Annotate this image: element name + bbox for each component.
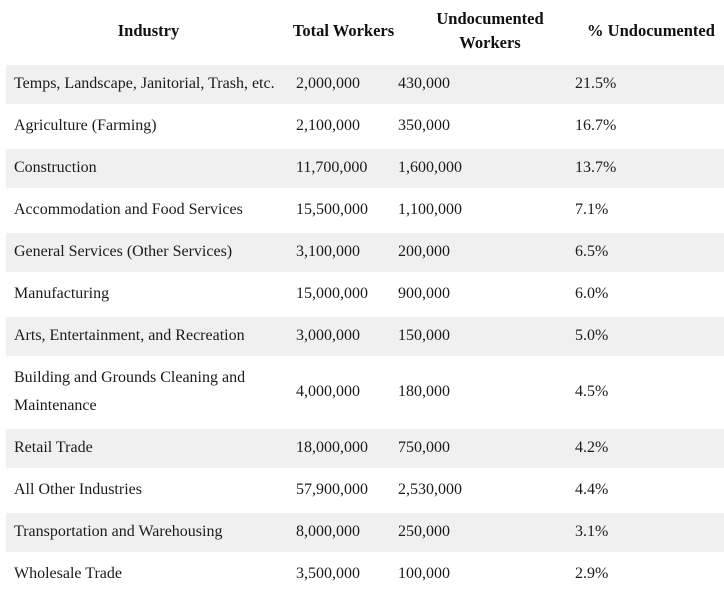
industry-cell: Retail Trade bbox=[6, 429, 291, 471]
industry-cell: Temps, Landscape, Janitorial, Trash, etc… bbox=[6, 65, 291, 107]
table-row: General Services (Other Services) 3,100,0… bbox=[6, 233, 724, 275]
table-row: Arts, Entertainment, and Recreation 3,000… bbox=[6, 317, 724, 359]
total-workers-cell: 11,700,000 bbox=[291, 149, 396, 191]
table-row: Retail Trade 18,000,000 750,000 4.2% bbox=[6, 429, 724, 471]
table-row: Manufacturing 15,000,000 900,000 6.0% bbox=[6, 275, 724, 317]
undocumented-workers-cell: 1,100,000 bbox=[396, 191, 556, 233]
industry-cell: All Other Industries bbox=[6, 471, 291, 513]
pct-undocumented-cell: 6.5% bbox=[556, 233, 724, 275]
total-workers-cell: 18,000,000 bbox=[291, 429, 396, 471]
undocumented-workers-cell: 250,000 bbox=[396, 513, 556, 555]
table-row: Agriculture (Farming) 2,100,000 350,000 16.… bbox=[6, 107, 724, 149]
column-header-total-workers: Total Workers bbox=[291, 0, 396, 65]
pct-undocumented-cell: 4.2% bbox=[556, 429, 724, 471]
undocumented-workers-cell: 200,000 bbox=[396, 233, 556, 275]
undocumented-workers-cell: 180,000 bbox=[396, 359, 556, 429]
total-workers-cell: 4,000,000 bbox=[291, 359, 396, 429]
table-row: Accommodation and Food Services 15,500,00… bbox=[6, 191, 724, 233]
undocumented-workers-cell: 750,000 bbox=[396, 429, 556, 471]
total-workers-cell: 2,100,000 bbox=[291, 107, 396, 149]
table-row: Transportation and Warehousing 8,000,000 2… bbox=[6, 513, 724, 555]
table-row: All Other Industries 57,900,000 2,530,000 4… bbox=[6, 471, 724, 513]
undocumented-workers-cell: 1,600,000 bbox=[396, 149, 556, 191]
table-row: Construction 11,700,000 1,600,000 13.7% bbox=[6, 149, 724, 191]
undocumented-workers-cell: 150,000 bbox=[396, 317, 556, 359]
total-workers-cell: 3,500,000 bbox=[291, 555, 396, 597]
column-header-industry: Industry bbox=[6, 0, 291, 65]
industry-cell: Agriculture (Farming) bbox=[6, 107, 291, 149]
undocumented-workers-cell: 100,000 bbox=[396, 555, 556, 597]
table-body: Temps, Landscape, Janitorial, Trash, etc… bbox=[6, 65, 724, 597]
total-workers-cell: 3,100,000 bbox=[291, 233, 396, 275]
pct-undocumented-cell: 7.1% bbox=[556, 191, 724, 233]
pct-undocumented-cell: 6.0% bbox=[556, 275, 724, 317]
industry-cell: Arts, Entertainment, and Recreation bbox=[6, 317, 291, 359]
pct-undocumented-cell: 13.7% bbox=[556, 149, 724, 191]
undocumented-workers-cell: 900,000 bbox=[396, 275, 556, 317]
undocumented-workers-cell: 350,000 bbox=[396, 107, 556, 149]
table-header-row: Industry Total Workers Undocumented Work… bbox=[6, 0, 724, 65]
total-workers-cell: 15,000,000 bbox=[291, 275, 396, 317]
undocumented-workers-cell: 2,530,000 bbox=[396, 471, 556, 513]
total-workers-cell: 2,000,000 bbox=[291, 65, 396, 107]
pct-undocumented-cell: 2.9% bbox=[556, 555, 724, 597]
industry-cell: General Services (Other Services) bbox=[6, 233, 291, 275]
undocumented-workers-cell: 430,000 bbox=[396, 65, 556, 107]
total-workers-cell: 57,900,000 bbox=[291, 471, 396, 513]
pct-undocumented-cell: 5.0% bbox=[556, 317, 724, 359]
total-workers-cell: 8,000,000 bbox=[291, 513, 396, 555]
industry-cell: Accommodation and Food Services bbox=[6, 191, 291, 233]
pct-undocumented-cell: 3.1% bbox=[556, 513, 724, 555]
table-row: Wholesale Trade 3,500,000 100,000 2.9% bbox=[6, 555, 724, 597]
pct-undocumented-cell: 4.4% bbox=[556, 471, 724, 513]
industry-cell: Construction bbox=[6, 149, 291, 191]
industry-cell: Building and Grounds Cleaning and Mainte… bbox=[6, 359, 291, 429]
column-header-pct-undocumented: % Undocumented bbox=[556, 0, 724, 65]
total-workers-cell: 3,000,000 bbox=[291, 317, 396, 359]
total-workers-cell: 15,500,000 bbox=[291, 191, 396, 233]
pct-undocumented-cell: 4.5% bbox=[556, 359, 724, 429]
industry-cell: Transportation and Warehousing bbox=[6, 513, 291, 555]
undocumented-workers-table: Industry Total Workers Undocumented Work… bbox=[6, 0, 724, 597]
column-header-undocumented-workers: Undocumented Workers bbox=[396, 0, 556, 65]
industry-cell: Wholesale Trade bbox=[6, 555, 291, 597]
table-row: Temps, Landscape, Janitorial, Trash, etc… bbox=[6, 65, 724, 107]
pct-undocumented-cell: 21.5% bbox=[556, 65, 724, 107]
table-row: Building and Grounds Cleaning and Mainte… bbox=[6, 359, 724, 429]
industry-cell: Manufacturing bbox=[6, 275, 291, 317]
pct-undocumented-cell: 16.7% bbox=[556, 107, 724, 149]
